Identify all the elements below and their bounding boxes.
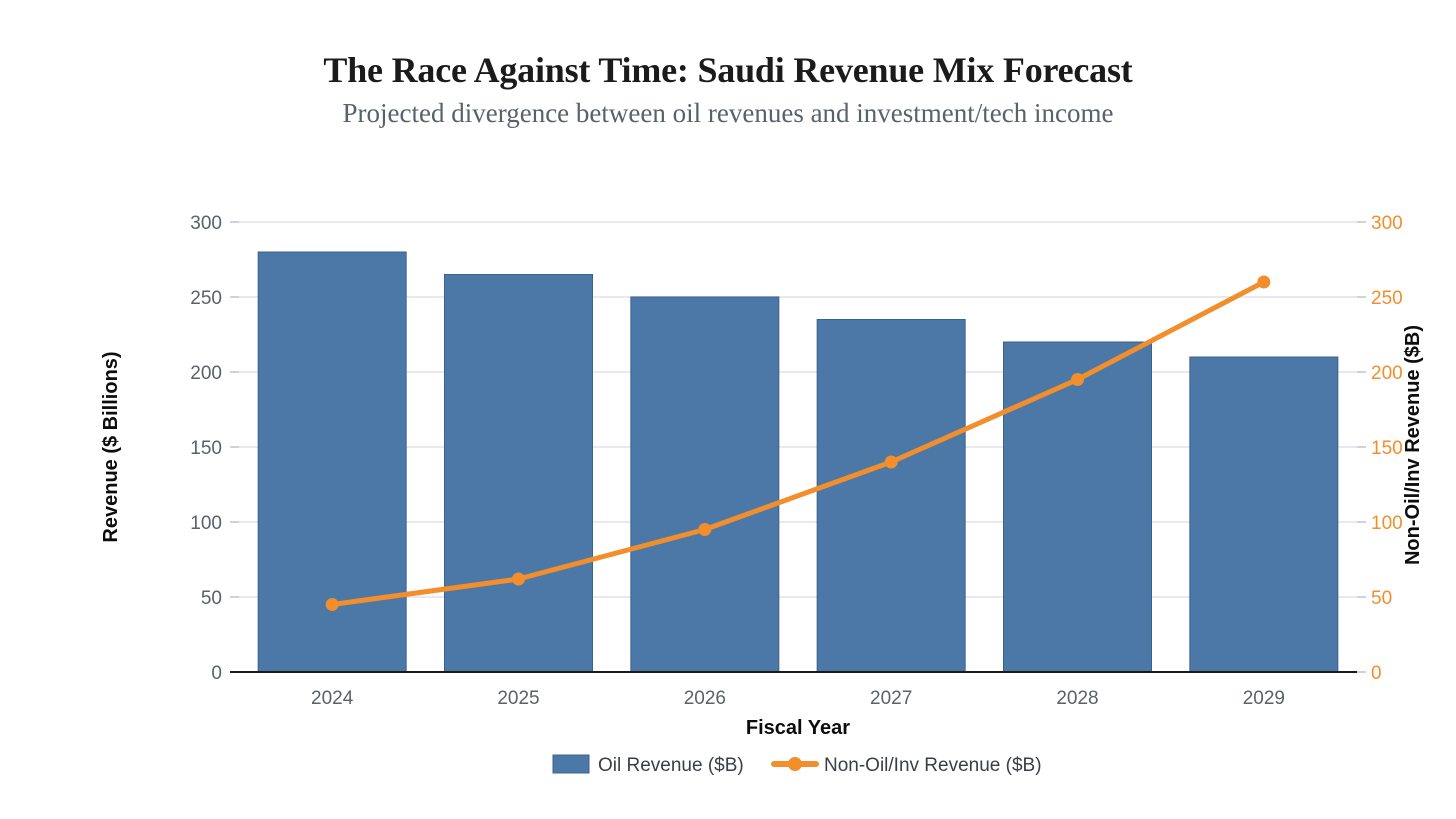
oil-revenue-bar[interactable] [816, 319, 966, 673]
left-axis-ticks-group: 0 50 100 150 200 250 300 [190, 213, 239, 684]
x-tick-label: 2028 [1056, 688, 1098, 709]
x-tick-label: 2026 [684, 688, 726, 709]
right-tick-label: 50 [1371, 588, 1392, 609]
x-tick-label: 2027 [870, 688, 912, 709]
right-tick-label: 200 [1371, 363, 1403, 384]
non-oil-line-point[interactable] [325, 598, 339, 611]
left-tick-label: 50 [201, 588, 222, 609]
right-axis-title: Non-Oil/Inv Revenue ($B) [1402, 325, 1424, 565]
gridlines-group [239, 221, 1357, 598]
non-oil-line-point[interactable] [1257, 275, 1271, 289]
x-tick-label: 2029 [1243, 688, 1285, 709]
oil-revenue-bar[interactable] [1189, 356, 1339, 673]
x-tick-label: 2024 [311, 688, 354, 709]
chart-header: The Race Against Time: Saudi Revenue Mix… [0, 50, 1456, 128]
legend-bar-label: Oil Revenue ($B) [598, 755, 744, 776]
oil-revenue-bars-group [257, 251, 1339, 673]
legend-line-dot-icon [788, 757, 802, 771]
right-tick-label: 300 [1371, 213, 1403, 234]
left-axis-title: Revenue ($ Billions) [100, 351, 122, 542]
non-oil-line-group [325, 275, 1271, 611]
non-oil-line-point[interactable] [698, 523, 712, 536]
x-axis-title: Fiscal Year [746, 717, 850, 739]
chart-subtitle: Projected divergence between oil revenue… [342, 98, 1114, 128]
left-tick-label: 100 [190, 513, 222, 534]
right-tick-label: 150 [1371, 438, 1403, 459]
oil-revenue-bar[interactable] [630, 296, 780, 673]
left-tick-label: 0 [211, 663, 222, 684]
non-oil-line-point[interactable] [1071, 373, 1084, 386]
x-tick-label: 2025 [497, 688, 539, 709]
left-tick-label: 300 [190, 213, 222, 234]
oil-revenue-bar[interactable] [1003, 341, 1152, 673]
left-tick-label: 200 [190, 363, 222, 384]
x-axis-labels-group: 2024 2025 2026 2027 2028 2029 [311, 688, 1285, 709]
legend-line-label: Non-Oil/Inv Revenue ($B) [824, 755, 1042, 776]
non-oil-line-point[interactable] [884, 455, 898, 469]
non-oil-line [329, 279, 1267, 607]
legend-bar-swatch [552, 754, 590, 774]
chart-title: The Race Against Time: Saudi Revenue Mix… [323, 50, 1133, 90]
left-tick-label: 150 [190, 438, 222, 459]
oil-revenue-bar[interactable] [444, 274, 593, 673]
right-tick-label: 100 [1371, 513, 1403, 534]
left-tick-label: 250 [190, 288, 222, 309]
right-tick-label: 0 [1371, 663, 1382, 684]
non-oil-line-point[interactable] [512, 572, 525, 586]
right-tick-label: 250 [1371, 288, 1403, 309]
right-axis-ticks-group: 0 50 100 150 200 250 300 [1357, 213, 1403, 684]
legend: Oil Revenue ($B) Non-Oil/Inv Revenue ($B… [552, 754, 1042, 776]
